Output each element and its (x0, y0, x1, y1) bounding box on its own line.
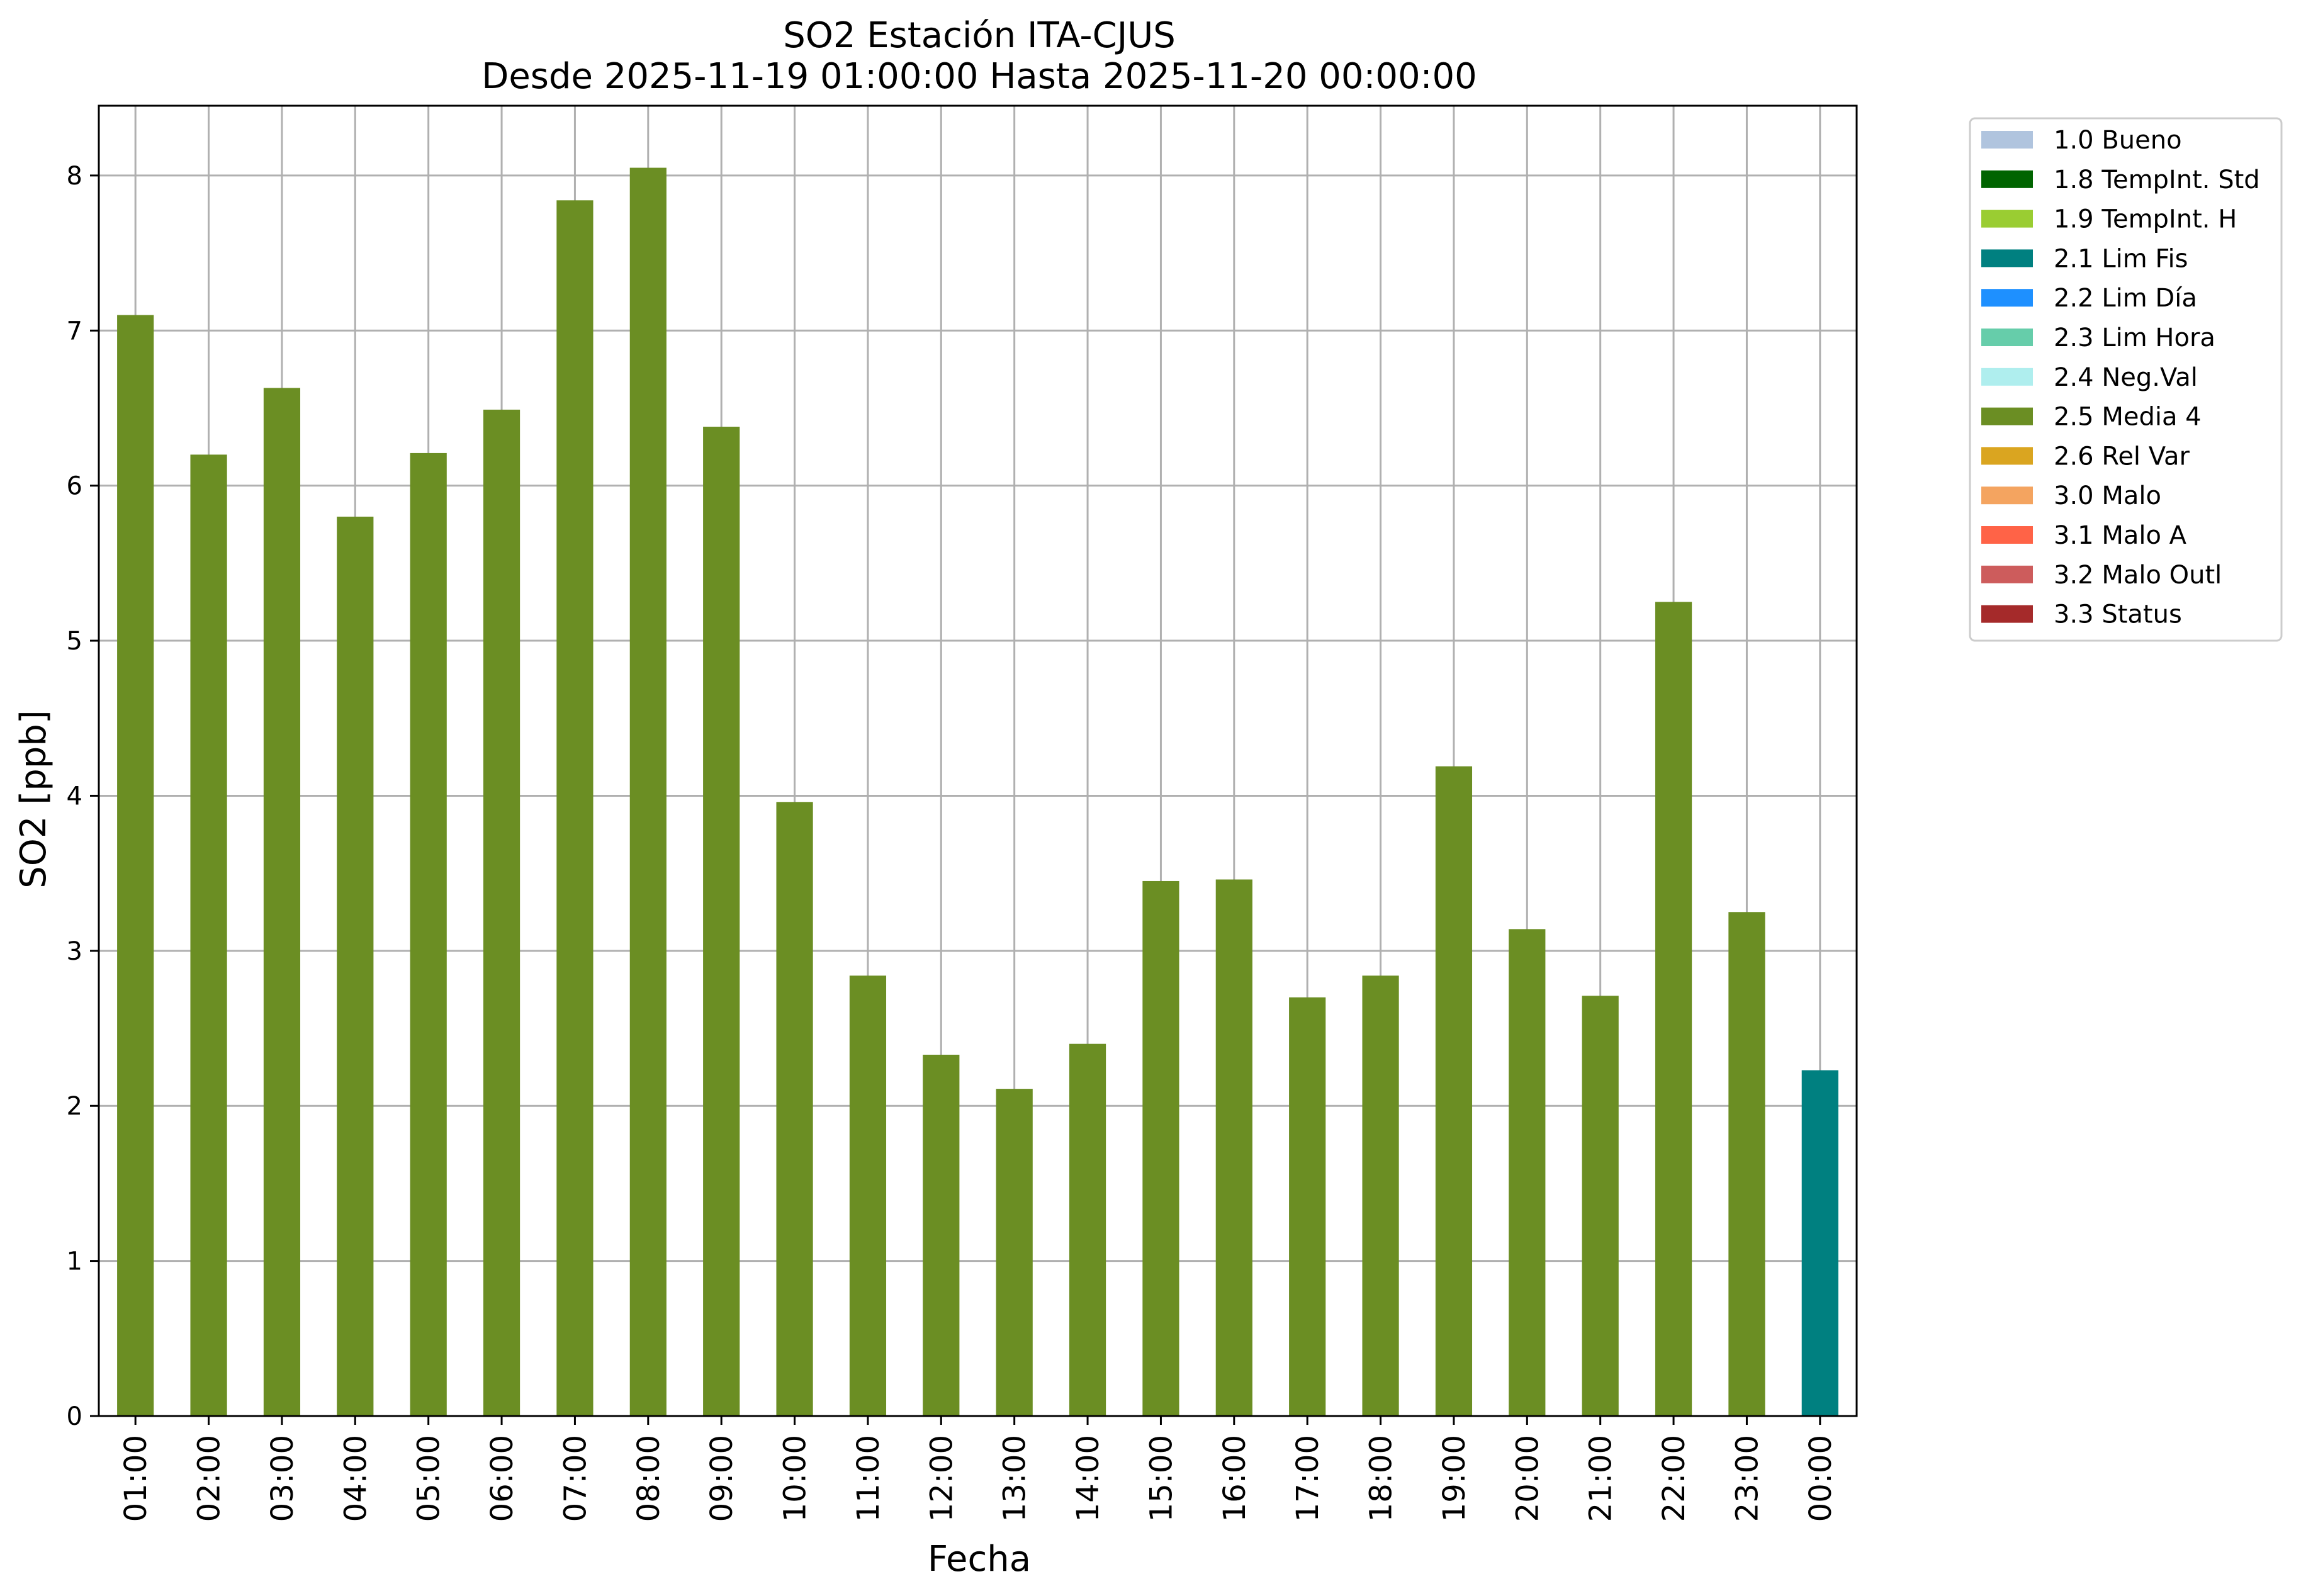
x-tick-label: 17:00 (1290, 1435, 1325, 1522)
legend-label: 1.0 Bueno (2054, 126, 2182, 155)
x-tick-label: 06:00 (485, 1435, 520, 1522)
x-tick-label: 08:00 (631, 1435, 667, 1522)
bar-0600 (483, 409, 520, 1416)
bar-1700 (1289, 997, 1326, 1416)
bar-1900 (1435, 766, 1473, 1416)
legend-swatch (1981, 170, 2033, 188)
legend-swatch (1981, 329, 2033, 346)
bar-0700 (556, 200, 594, 1416)
x-tick-label: 22:00 (1657, 1435, 1692, 1522)
bar-0800 (629, 167, 667, 1417)
y-tick-label: 0 (67, 1402, 82, 1431)
bar-1500 (1142, 880, 1179, 1416)
x-tick-label: 10:00 (778, 1435, 813, 1522)
x-tick-label: 15:00 (1144, 1435, 1179, 1522)
bar-1400 (1069, 1043, 1106, 1416)
y-tick-label: 5 (67, 627, 82, 656)
bar-1800 (1362, 975, 1399, 1416)
x-tick-label: 02:00 (192, 1435, 227, 1522)
legend-label: 3.1 Malo A (2054, 521, 2187, 550)
y-tick-label: 6 (67, 472, 82, 501)
bar-1200 (923, 1054, 960, 1416)
bars (117, 167, 1838, 1417)
legend: 1.0 Bueno 1.8 TempInt. Std 1.9 TempInt. H 2… (1969, 117, 2283, 642)
x-tick-label: 19:00 (1437, 1435, 1472, 1522)
y-tick-label: 7 (67, 317, 82, 346)
bar-1600 (1215, 879, 1252, 1416)
bar-2100 (1582, 996, 1619, 1416)
legend-label: 2.2 Lim Día (2054, 284, 2197, 313)
x-tick-label: 21:00 (1584, 1435, 1619, 1522)
y-tick-label: 1 (67, 1247, 82, 1276)
legend-label: 3.3 Status (2054, 600, 2182, 629)
bar-1300 (996, 1089, 1033, 1416)
legend-swatch (1981, 368, 2033, 386)
legend-box (1969, 117, 2283, 642)
x-tick-label: 23:00 (1730, 1435, 1765, 1522)
legend-swatch (1981, 249, 2033, 267)
x-tick-label: 09:00 (704, 1435, 740, 1522)
legend-label: 2.1 Lim Fis (2054, 244, 2188, 273)
legend-label: 2.4 Neg.Val (2054, 363, 2198, 392)
legend-label: 2.6 Rel Var (2054, 442, 2190, 471)
legend-label: 3.2 Malo Outl (2054, 561, 2222, 590)
legend-swatch (1981, 526, 2033, 544)
legend-swatch (1981, 486, 2033, 505)
plot-area-frame (98, 104, 1858, 1417)
legend-swatch (1981, 565, 2033, 583)
y-tick-label: 8 (67, 162, 82, 191)
x-tick-label: 14:00 (1071, 1435, 1106, 1522)
x-tick-label: 18:00 (1364, 1435, 1399, 1522)
legend-label: 1.9 TempInt. H (2054, 205, 2237, 234)
bar-1100 (849, 975, 887, 1416)
x-tick-label: 01:00 (118, 1435, 154, 1522)
x-tick-label: 20:00 (1510, 1435, 1545, 1522)
x-tick-label: 11:00 (851, 1435, 886, 1522)
x-tick-label: 03:00 (265, 1435, 300, 1522)
legend-swatch (1981, 605, 2033, 623)
bar-0500 (410, 452, 447, 1416)
y-axis-ticks: 0 1 2 3 4 5 6 7 8 (67, 162, 99, 1431)
legend-swatch (1981, 407, 2033, 425)
legend-swatch (1981, 210, 2033, 228)
chart-title: SO2 Estación ITA-CJUS (783, 15, 1176, 56)
x-tick-label: 07:00 (558, 1435, 593, 1522)
bar-0900 (703, 427, 740, 1417)
bar-0000 (1801, 1070, 1838, 1416)
bar-0400 (337, 516, 374, 1416)
x-axis-ticks: 01:00 02:00 03:00 04:00 05:00 06:00 07:00 08:00… (118, 1416, 1838, 1522)
y-axis-label: SO2 [ppb] (13, 710, 54, 888)
x-axis-label: Fecha (928, 1539, 1031, 1580)
x-tick-label: 12:00 (924, 1435, 959, 1522)
bar-2000 (1509, 929, 1546, 1416)
x-tick-label: 05:00 (412, 1435, 447, 1522)
legend-swatch (1981, 131, 2033, 149)
legend-swatch (1981, 289, 2033, 307)
bar-1000 (776, 802, 813, 1416)
bar-0100 (117, 315, 154, 1417)
legend-label: 3.0 Malo (2054, 481, 2161, 510)
y-tick-label: 3 (67, 937, 82, 966)
x-tick-label: 16:00 (1217, 1435, 1252, 1522)
legend-label: 1.8 TempInt. Std (2054, 166, 2260, 194)
legend-label: 2.5 Media 4 (2054, 403, 2202, 432)
bar-0200 (190, 454, 227, 1417)
bar-0300 (263, 388, 301, 1416)
bar-2200 (1655, 602, 1692, 1416)
x-tick-label: 04:00 (338, 1435, 373, 1522)
bar-2300 (1728, 912, 1765, 1416)
legend-swatch (1981, 447, 2033, 465)
x-tick-label: 00:00 (1803, 1435, 1838, 1522)
x-tick-label: 13:00 (998, 1435, 1033, 1522)
y-tick-label: 2 (67, 1092, 82, 1121)
y-tick-label: 4 (67, 782, 82, 811)
chart-subtitle: Desde 2025-11-19 01:00:00 Hasta 2025-11-… (481, 56, 1477, 97)
legend-label: 2.3 Lim Hora (2054, 323, 2215, 352)
